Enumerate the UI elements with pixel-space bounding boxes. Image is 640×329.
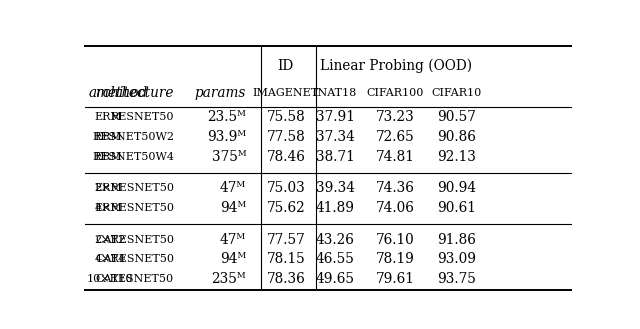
Text: 76.10: 76.10: [376, 233, 414, 246]
Text: 79.61: 79.61: [376, 272, 414, 286]
Text: ERM: ERM: [95, 132, 123, 142]
Text: ERM: ERM: [95, 183, 123, 193]
Text: INAT18: INAT18: [314, 88, 357, 98]
Text: 77.57: 77.57: [266, 233, 305, 246]
Text: 38.71: 38.71: [316, 150, 355, 164]
Text: 46.55: 46.55: [316, 252, 355, 266]
Text: method: method: [95, 86, 147, 100]
Text: 39.34: 39.34: [316, 181, 355, 195]
Text: 47ᴹ: 47ᴹ: [220, 233, 246, 246]
Text: ERM: ERM: [95, 113, 123, 122]
Text: 73.23: 73.23: [376, 111, 414, 124]
Text: 23.5ᴹ: 23.5ᴹ: [207, 111, 246, 124]
Text: 74.36: 74.36: [376, 181, 414, 195]
Text: 94ᴹ: 94ᴹ: [220, 252, 246, 266]
Text: 93.09: 93.09: [438, 252, 476, 266]
Text: 2×RESNET50: 2×RESNET50: [94, 183, 174, 193]
Text: 375ᴹ: 375ᴹ: [212, 150, 246, 164]
Text: Linear Probing (OOD): Linear Probing (OOD): [320, 59, 472, 73]
Text: 78.46: 78.46: [266, 150, 305, 164]
Text: 10×RESNET50: 10×RESNET50: [87, 274, 174, 284]
Text: 49.65: 49.65: [316, 272, 355, 286]
Text: 74.81: 74.81: [376, 150, 414, 164]
Text: 78.36: 78.36: [266, 272, 305, 286]
Text: CIFAR10: CIFAR10: [432, 88, 482, 98]
Text: 92.13: 92.13: [438, 150, 476, 164]
Text: 4×RESNET50: 4×RESNET50: [94, 254, 174, 264]
Text: 75.62: 75.62: [266, 201, 305, 215]
Text: architecture: architecture: [89, 86, 174, 100]
Text: 235ᴹ: 235ᴹ: [212, 272, 246, 286]
Text: 74.06: 74.06: [376, 201, 414, 215]
Text: ERM: ERM: [95, 203, 123, 213]
Text: 78.15: 78.15: [266, 252, 305, 266]
Text: params: params: [195, 86, 246, 100]
Text: CAT4: CAT4: [95, 254, 125, 264]
Text: 93.9ᴹ: 93.9ᴹ: [207, 130, 246, 144]
Text: 75.03: 75.03: [266, 181, 305, 195]
Text: 47ᴹ: 47ᴹ: [220, 181, 246, 195]
Text: RESNET50: RESNET50: [111, 113, 174, 122]
Text: 93.75: 93.75: [438, 272, 476, 286]
Text: 90.57: 90.57: [438, 111, 476, 124]
Text: 43.26: 43.26: [316, 233, 355, 246]
Text: 37.34: 37.34: [316, 130, 355, 144]
Text: 94ᴹ: 94ᴹ: [220, 201, 246, 215]
Text: 4×RESNET50: 4×RESNET50: [94, 203, 174, 213]
Text: ID: ID: [278, 59, 294, 73]
Text: CAT10: CAT10: [95, 274, 132, 284]
Text: ERM: ERM: [95, 152, 123, 162]
Text: 2×RESNET50: 2×RESNET50: [94, 235, 174, 244]
Text: 75.58: 75.58: [266, 111, 305, 124]
Text: 91.86: 91.86: [438, 233, 476, 246]
Text: 90.86: 90.86: [438, 130, 476, 144]
Text: 78.19: 78.19: [376, 252, 414, 266]
Text: 90.61: 90.61: [438, 201, 476, 215]
Text: 90.94: 90.94: [437, 181, 477, 195]
Text: 77.58: 77.58: [266, 130, 305, 144]
Text: IMAGENET: IMAGENET: [253, 88, 319, 98]
Text: CAT2: CAT2: [95, 235, 125, 244]
Text: 72.65: 72.65: [376, 130, 414, 144]
Text: CIFAR100: CIFAR100: [366, 88, 424, 98]
Text: RESNET50W4: RESNET50W4: [92, 152, 174, 162]
Text: 41.89: 41.89: [316, 201, 355, 215]
Text: RESNET50W2: RESNET50W2: [92, 132, 174, 142]
Text: 37.91: 37.91: [316, 111, 355, 124]
